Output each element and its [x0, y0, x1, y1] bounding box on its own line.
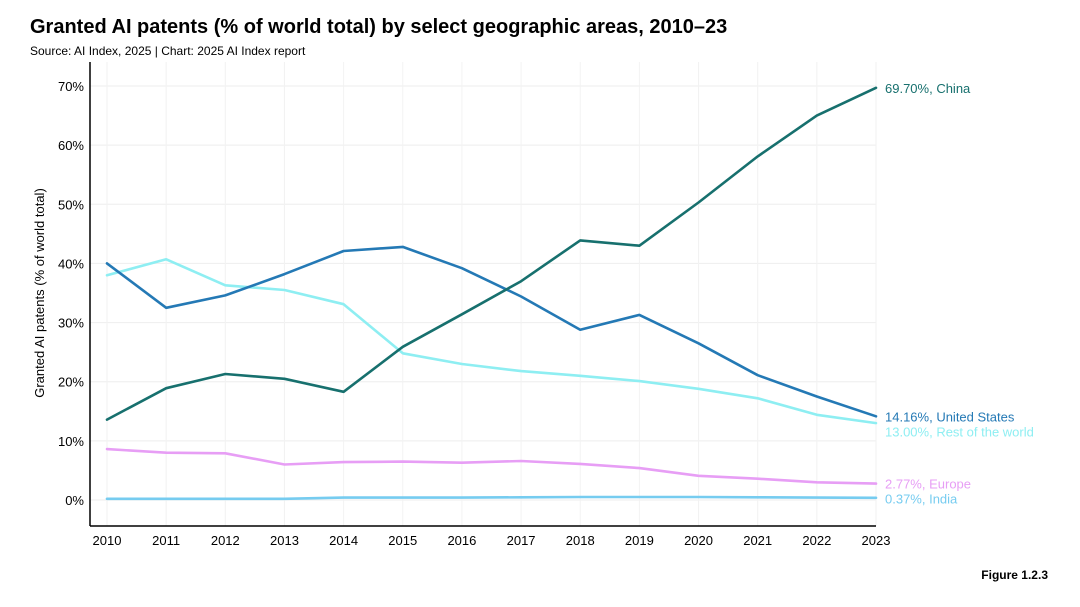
y-axis-label: Granted AI patents (% of world total) — [32, 188, 47, 398]
chart-subtitle: Source: AI Index, 2025 | Chart: 2025 AI … — [30, 44, 306, 58]
x-tick-label: 2010 — [93, 533, 122, 548]
x-tick-label: 2022 — [802, 533, 831, 548]
end-label-rest-of-the-world: 13.00%, Rest of the world — [885, 424, 1034, 439]
x-tick-label: 2019 — [625, 533, 654, 548]
x-tick-label: 2017 — [507, 533, 536, 548]
x-tick-label: 2013 — [270, 533, 299, 548]
end-label-india: 0.37%, India — [885, 492, 958, 507]
series-line-europe — [105, 447, 878, 485]
x-tick-label: 2023 — [862, 533, 891, 548]
x-tick-label: 2016 — [447, 533, 476, 548]
x-tick-label: 2020 — [684, 533, 713, 548]
chart-title: Granted AI patents (% of world total) by… — [30, 16, 728, 38]
series-line-rest-of-the-world — [105, 257, 878, 425]
y-tick-label: 70% — [58, 79, 84, 94]
end-label-europe: 2.77%, Europe — [885, 477, 971, 492]
series-line-india — [105, 495, 878, 501]
figure-label: Figure 1.2.3 — [981, 568, 1048, 582]
series-line-united-states — [105, 245, 878, 418]
series-line-china — [105, 86, 878, 421]
y-tick-label: 0% — [65, 493, 84, 508]
x-tick-label: 2012 — [211, 533, 240, 548]
x-tick-label: 2015 — [388, 533, 417, 548]
y-tick-label: 10% — [58, 434, 84, 449]
x-tick-label: 2018 — [566, 533, 595, 548]
tick-labels: 0% 10% 20% 30% 40% 50% 60% 70% 2010 2011 2012 2013 2… — [58, 79, 890, 548]
end-labels: 69.70%, China 14.16%, United States13.00%… — [885, 81, 1034, 507]
x-tick-label: 2014 — [329, 533, 358, 548]
y-tick-label: 30% — [58, 316, 84, 331]
y-tick-label: 60% — [58, 138, 84, 153]
y-tick-label: 50% — [58, 197, 84, 212]
y-tick-label: 20% — [58, 375, 84, 390]
axes — [89, 62, 876, 527]
series-lines — [105, 86, 878, 501]
y-tick-label: 40% — [58, 256, 84, 271]
end-label-china: 69.70%, China — [885, 81, 971, 96]
gridlines — [90, 62, 877, 526]
end-label-united-states: 14.16%, United States — [885, 409, 1015, 424]
x-tick-label: 2011 — [152, 533, 180, 548]
x-tick-label: 2021 — [743, 533, 772, 548]
